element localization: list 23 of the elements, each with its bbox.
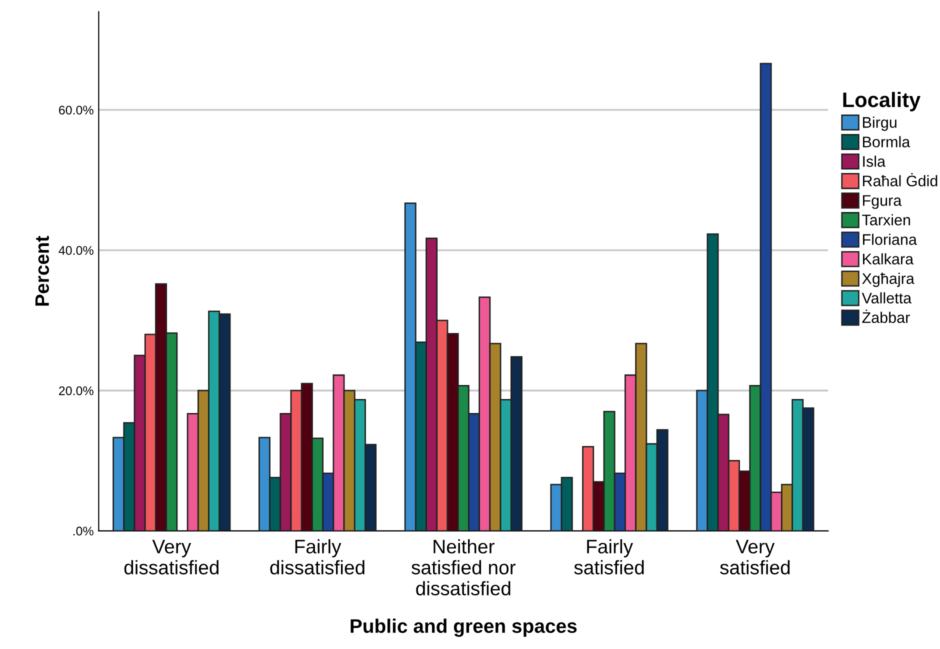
x-tick-label: Fairly dissatisfied xyxy=(270,539,364,574)
x-tick-label: Very dissatisfied xyxy=(124,540,218,574)
y-tick-label: 60.0% xyxy=(59,106,94,115)
x-tick-label: Fairly satisfied xyxy=(574,539,644,574)
legend-label: Birgu xyxy=(863,116,896,131)
legend-label: Tarxien xyxy=(862,214,910,226)
x-tick-label: Neither satisfied nor dissatisfied xyxy=(412,539,516,596)
y-tick-label: 40.0% xyxy=(58,246,94,255)
x-tick-label: Very satisfied xyxy=(720,540,790,574)
y-tick-label: 20.0% xyxy=(59,386,94,396)
legend-label: Xgħajra xyxy=(862,272,914,287)
legend-title: Locality xyxy=(843,92,921,112)
legend-label: Fgura xyxy=(863,195,902,209)
legend-label: Bormla xyxy=(863,136,910,148)
legend-label: Raħal Ġdid xyxy=(863,173,938,186)
legend-label: Żabbar xyxy=(862,310,910,324)
y-tick-label: .0% xyxy=(73,526,94,536)
legend-label: Floriana xyxy=(863,234,917,245)
x-axis-title: Public and green spaces xyxy=(350,618,577,637)
y-axis-title: Percent xyxy=(35,236,49,306)
legend-label: Valletta xyxy=(862,292,912,304)
legend-label: Kalkara xyxy=(863,253,914,264)
legend-label: Isla xyxy=(863,156,886,167)
